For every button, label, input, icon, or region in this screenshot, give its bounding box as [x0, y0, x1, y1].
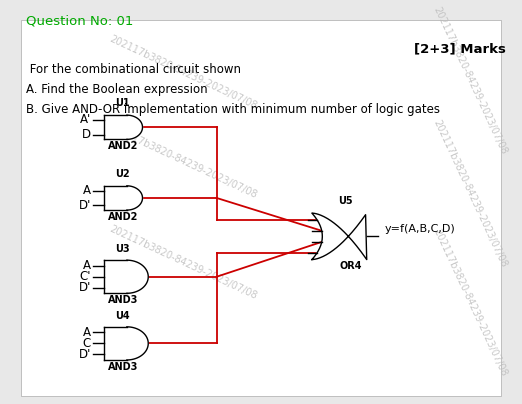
- Text: 202117b3820-84239-2023/07/08: 202117b3820-84239-2023/07/08: [108, 224, 258, 301]
- Text: D': D': [78, 348, 91, 361]
- Text: AND3: AND3: [108, 295, 138, 305]
- Text: 202117b3820-84239-2023/07/08: 202117b3820-84239-2023/07/08: [108, 123, 258, 200]
- Text: y=f(A,B,C,D): y=f(A,B,C,D): [384, 224, 455, 234]
- Text: AND2: AND2: [108, 212, 138, 222]
- Text: U1: U1: [115, 98, 130, 108]
- Text: D': D': [78, 199, 91, 212]
- Text: B. Give AND-OR implementation with minimum number of logic gates: B. Give AND-OR implementation with minim…: [26, 103, 440, 116]
- Text: A': A': [79, 114, 91, 126]
- Text: Question No: 01: Question No: 01: [26, 14, 134, 27]
- Polygon shape: [127, 327, 148, 360]
- Text: A. Find the Boolean expression: A. Find the Boolean expression: [26, 83, 208, 96]
- Text: 202117b3820-84239-2023/07/08: 202117b3820-84239-2023/07/08: [431, 5, 508, 156]
- Text: U3: U3: [115, 244, 130, 254]
- Text: D: D: [82, 128, 91, 141]
- Text: U5: U5: [338, 196, 353, 206]
- Text: For the combinational circuit shown: For the combinational circuit shown: [26, 63, 241, 76]
- Text: A: A: [83, 259, 91, 272]
- Polygon shape: [104, 186, 127, 210]
- Text: C': C': [79, 270, 91, 283]
- Polygon shape: [104, 115, 127, 139]
- Polygon shape: [312, 213, 366, 259]
- Text: C: C: [82, 337, 91, 350]
- Polygon shape: [127, 115, 143, 139]
- Text: D': D': [78, 281, 91, 294]
- Text: U2: U2: [115, 168, 130, 179]
- Polygon shape: [127, 186, 143, 210]
- Polygon shape: [104, 260, 127, 293]
- Text: OR4: OR4: [339, 261, 362, 271]
- Polygon shape: [127, 260, 148, 293]
- Text: AND3: AND3: [108, 362, 138, 372]
- Text: A: A: [83, 184, 91, 197]
- Text: 202117b3820-84239-2023/07/08: 202117b3820-84239-2023/07/08: [431, 227, 508, 379]
- Text: U4: U4: [115, 311, 130, 321]
- Text: A: A: [83, 326, 91, 339]
- Text: 202117b3820-84239-2023/07/08: 202117b3820-84239-2023/07/08: [431, 118, 508, 269]
- Text: [2+3] Marks: [2+3] Marks: [414, 42, 506, 55]
- Polygon shape: [104, 327, 127, 360]
- Text: 202117b3820-84239-2023/07/08: 202117b3820-84239-2023/07/08: [108, 34, 258, 112]
- Text: AND2: AND2: [108, 141, 138, 151]
